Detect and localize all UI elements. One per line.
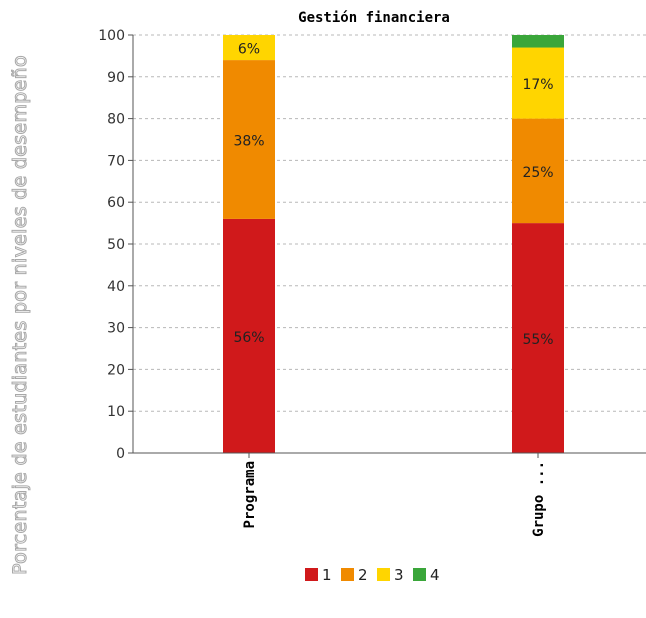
bar-segment-2 [512, 118, 564, 224]
bar-segment-1 [512, 223, 564, 453]
y-tick-label: 10 [107, 404, 125, 420]
legend-label-3: 3 [394, 566, 404, 584]
y-tick-label: 50 [107, 237, 125, 253]
bar-segment-3 [512, 47, 564, 119]
data-label: 55% [522, 332, 553, 348]
legend-label-1: 1 [322, 566, 332, 584]
data-label: 38% [233, 134, 264, 150]
legend-label-2: 2 [358, 566, 368, 584]
y-tick-label: 40 [107, 279, 125, 295]
bar-segment-4 [512, 35, 564, 48]
y-tick-label: 0 [116, 446, 125, 462]
category-label: Grupo ... [531, 461, 547, 537]
y-tick-label: 20 [107, 362, 125, 378]
y-tick-label: 70 [107, 153, 125, 169]
category-label: Programa [242, 461, 258, 528]
legend-swatch-3 [377, 568, 390, 581]
y-tick-label: 90 [107, 70, 125, 86]
legend-swatch-1 [305, 568, 318, 581]
data-label: 56% [233, 330, 264, 346]
bar-segment-2 [223, 60, 275, 219]
y-tick-label: 60 [107, 195, 125, 211]
data-label: 17% [522, 77, 553, 93]
data-label: 25% [522, 165, 553, 181]
y-tick-label: 30 [107, 321, 125, 337]
y-tick-label: 100 [98, 28, 125, 44]
bar-segment-3 [223, 35, 275, 61]
legend-label-4: 4 [430, 566, 440, 584]
bar-segment-1 [223, 218, 275, 453]
data-label: 6% [238, 42, 260, 58]
y-tick-label: 80 [107, 112, 125, 128]
legend-swatch-4 [413, 568, 426, 581]
legend-swatch-2 [341, 568, 354, 581]
chart-title: Gestión financiera [298, 10, 450, 26]
